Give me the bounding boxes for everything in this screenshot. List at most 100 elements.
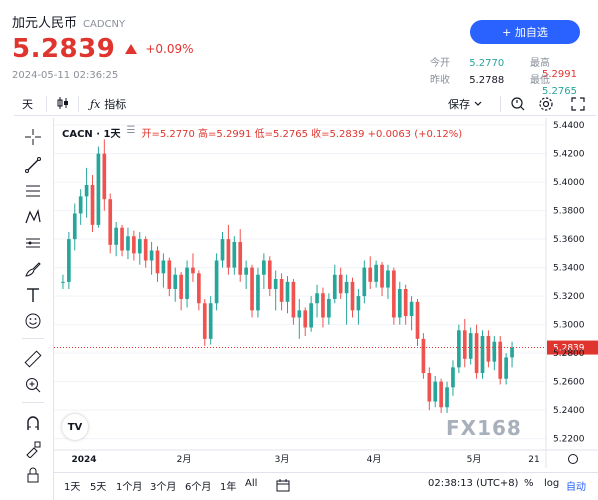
auto-scale-toggle[interactable]: 自动: [566, 482, 586, 493]
candle: [67, 239, 71, 282]
measure-icon: [26, 238, 40, 248]
candle: [486, 336, 491, 362]
interval-button[interactable]: 天: [22, 96, 33, 112]
candle: [492, 341, 497, 362]
price-tick-label: 5.4400: [553, 121, 585, 131]
time-tick-label: 3月: [275, 454, 290, 465]
candle: [90, 184, 95, 225]
candle: [273, 279, 278, 289]
zoom-in-tool[interactable]: [22, 374, 44, 396]
settings-button[interactable]: [538, 96, 554, 112]
price-tick-label: 5.3800: [553, 207, 585, 217]
price-tick-label: 5.2400: [553, 406, 585, 416]
range-5d[interactable]: 5天: [90, 482, 107, 493]
ruler-tool[interactable]: [22, 348, 44, 370]
fib-tool[interactable]: [22, 180, 44, 202]
add-watchlist-button[interactable]: + 加自选: [470, 20, 580, 44]
indicators-button[interactable]: ƒx 指标: [90, 96, 126, 112]
candle: [84, 184, 89, 197]
magnet-tool[interactable]: [22, 412, 44, 434]
timezone-clock[interactable]: 02:38:13 (UTC+8): [428, 478, 519, 489]
toolbar-divider: [78, 96, 79, 112]
candle: [474, 333, 479, 374]
high-value: 5.2991: [542, 69, 577, 80]
ruler-icon: [24, 350, 42, 368]
lock-tool[interactable]: [22, 464, 44, 486]
lock-draw-tool[interactable]: [22, 438, 44, 460]
candle: [433, 381, 438, 402]
high-label: 最高: [530, 58, 550, 69]
candle: [309, 303, 313, 328]
log-toggle[interactable]: log: [544, 478, 560, 489]
candle: [392, 270, 396, 318]
save-button[interactable]: 保存: [448, 96, 482, 112]
emoji-icon: [25, 313, 41, 329]
fx-icon: ƒx: [90, 97, 101, 111]
range-1m[interactable]: 1个月: [116, 482, 143, 493]
candle: [344, 281, 349, 294]
trendline-tool[interactable]: [22, 154, 44, 176]
instrument-name: 加元人民币: [12, 16, 78, 31]
candle: [267, 260, 272, 289]
candle: [303, 310, 308, 328]
open-quote: 今开 5.2770: [430, 54, 504, 69]
toolbar-divider: [46, 96, 47, 112]
brush-icon: [25, 262, 41, 277]
time-tick-label: 4月: [367, 454, 382, 465]
candle: [457, 330, 461, 368]
candle: [179, 274, 183, 299]
fullscreen-button[interactable]: [570, 96, 586, 112]
candle: [350, 281, 355, 311]
time-tick-label: 2024: [71, 455, 96, 465]
candle: [338, 274, 343, 294]
candle: [368, 267, 373, 282]
price-tag-bg: [547, 340, 598, 355]
candle: [397, 288, 402, 318]
pattern-tool[interactable]: [22, 206, 44, 228]
chart-type-button[interactable]: [56, 96, 70, 110]
emoji-tool[interactable]: [22, 310, 44, 332]
candle: [173, 274, 178, 289]
candle: [161, 260, 166, 274]
percent-toggle[interactable]: %: [524, 478, 534, 489]
chart-legend: CACN · 1天 ☰ 开=5.2770 高=5.2991 低=5.2765 收…: [62, 125, 462, 140]
range-bar: 1天 5天 1个月 3个月 6个月 1年 All 02:38:13 (UTC+8…: [54, 472, 598, 496]
up-arrow-icon: [125, 44, 138, 54]
alert-button[interactable]: [510, 96, 526, 112]
toolbar-divider: [500, 96, 501, 112]
calendar-icon: [276, 479, 290, 492]
quote-header: 加元人民币 CADCNY 5.2839 +0.09% 2024-05-11 02…: [0, 0, 598, 97]
text-icon: [27, 288, 39, 302]
low-quote: 最低 5.2765: [530, 71, 598, 97]
candle: [167, 260, 172, 289]
brush-tool[interactable]: [22, 258, 44, 280]
price-chart[interactable]: 5.2839 5.4400 5.4200 5.4000 5.3800 5.3600 5.3…: [54, 118, 598, 468]
time-tick-label: 5月: [467, 454, 482, 465]
measure-tool[interactable]: [22, 232, 44, 254]
range-6m[interactable]: 6个月: [185, 482, 212, 493]
tradingview-logo-icon[interactable]: TV: [62, 414, 88, 440]
range-3m[interactable]: 3个月: [150, 482, 177, 493]
candle: [362, 267, 367, 297]
current-price-line: 5.2839: [54, 340, 598, 355]
candle: [439, 381, 443, 408]
date-range-button[interactable]: [276, 478, 290, 495]
prev-close-label: 昨收: [430, 75, 450, 86]
pattern-icon: [25, 208, 41, 224]
range-1y[interactable]: 1年: [220, 482, 237, 493]
text-tool[interactable]: [22, 284, 44, 306]
price-tick-label: 5.3600: [553, 235, 585, 245]
chart-grid: [54, 124, 546, 440]
zoom-in-icon: [26, 378, 41, 393]
drawing-sidebar: [14, 118, 54, 500]
gear-icon: [539, 97, 553, 111]
high-quote: 最高 5.2991: [530, 54, 598, 80]
crosshair-tool[interactable]: [22, 126, 44, 148]
price-axis: 5.4400 5.4200 5.4000 5.3800 5.3600 5.3400 5.32…: [545, 118, 585, 468]
range-1d[interactable]: 1天: [64, 482, 81, 493]
candle: [155, 250, 160, 274]
candle: [185, 267, 189, 299]
candle: [291, 281, 296, 318]
candle: [421, 338, 426, 374]
range-all[interactable]: All: [245, 478, 258, 489]
